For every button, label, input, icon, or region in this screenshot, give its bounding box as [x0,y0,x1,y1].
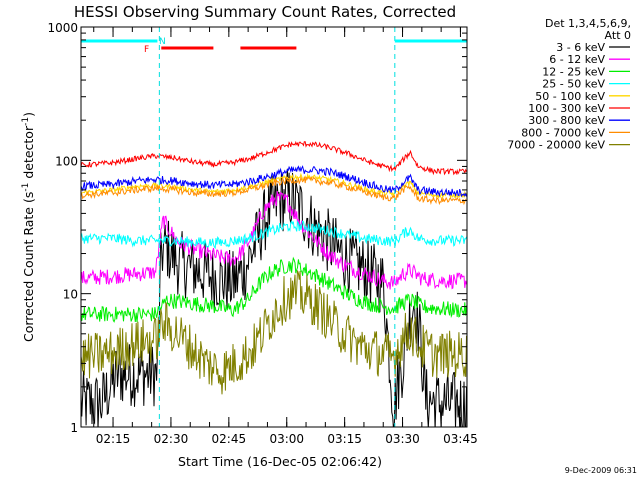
series-curves [81,140,467,427]
legend-label-12-25-kev: 12 - 25 keV [542,65,605,78]
y-axis-label-sup2: -1 [21,117,31,126]
legend-label-300-800-kev: 300 - 800 keV [528,114,605,127]
y-tick-label: 1000 [47,21,78,35]
y-axis-label-part2: detector [21,125,36,183]
legend-label-50-100-kev: 50 - 100 keV [535,90,605,103]
x-axis-label: Start Time (16-Dec-05 02:06:42) [178,454,382,469]
series-line-3-6-kev [81,168,467,427]
series-line-50-100-kev [81,172,467,200]
y-tick-label: 100 [55,154,78,168]
x-tick-label: 03:00 [269,432,304,446]
legend-label-6-12-kev: 6 - 12 keV [549,53,605,66]
legend-label-3-6-kev: 3 - 6 keV [556,41,605,54]
x-tick-label: 03:15 [327,432,362,446]
legend-label-800-7000-kev: 800 - 7000 keV [521,126,605,139]
plot-frame [80,26,468,428]
x-tick-label: 02:45 [212,432,247,446]
y-tick-label: 1 [70,421,78,435]
x-tick-label: 02:15 [96,432,131,446]
flag-label-n: N [159,37,166,47]
series-line-300-800-kev [81,165,467,198]
y-tick-label: 10 [63,288,78,302]
y-axis-label-sup1: -1 [21,183,31,192]
series-line-25-50-kev [81,220,467,250]
chart-title: HESSI Observing Summary Count Rates, Cor… [74,3,456,21]
y-axis-label: Corrected Count Rate (s-1 detector-1) [21,112,36,342]
series-line-12-25-kev [81,256,467,323]
legend-header-attenuator: Att 0 [605,29,631,42]
y-axis-label-part3: ) [21,112,36,117]
series-line-6-12-kev [81,191,467,290]
series-line-7000-20000-kev [81,270,467,395]
x-tick-label: 02:30 [154,432,189,446]
flag-label-f: F [144,45,149,55]
plot-area: FN 1 10 100 1000 02:15 02:30 02:45 03:00 03:15 03:… [47,21,477,446]
legend-header-detectors: Det 1,3,4,5,6,9, [545,17,631,30]
legend-label-25-50-kev: 25 - 50 keV [542,78,605,91]
series-line-800-7000-kev [81,175,467,206]
x-tick-label: 03:45 [443,432,478,446]
footer-timestamp: 9-Dec-2009 06:31 [565,466,637,475]
y-axis-label-part1: Corrected Count Rate (s [21,192,36,342]
legend-label-7000-20000-kev: 7000 - 20000 keV [507,139,605,152]
legend-label-100-300-kev: 100 - 300 keV [528,102,605,115]
series-line-100-300-kev [81,140,467,176]
x-tick-label: 03:30 [385,432,420,446]
